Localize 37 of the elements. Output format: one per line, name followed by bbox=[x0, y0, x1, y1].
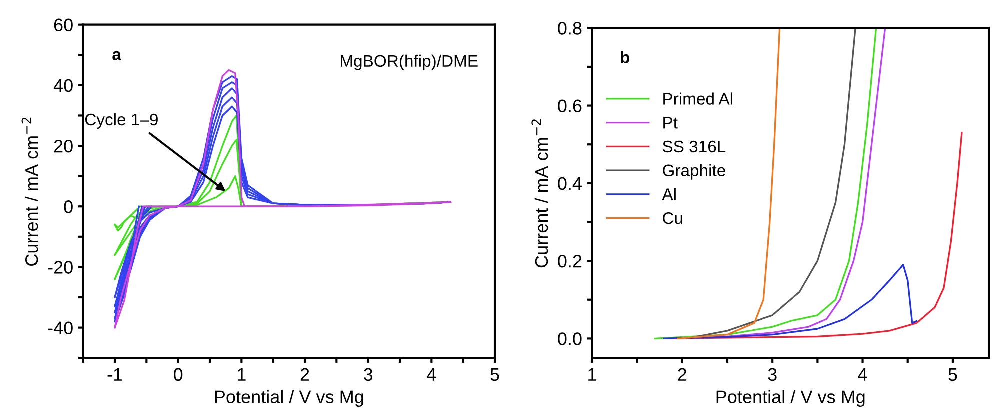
y-tick-label: 0 bbox=[64, 200, 73, 214]
x-tick-label: 3 bbox=[364, 368, 373, 382]
y-tick-label: 60 bbox=[54, 18, 73, 32]
legend-label: Graphite bbox=[663, 164, 726, 180]
x-axis-title: Potential / V vs Mg bbox=[716, 390, 865, 408]
y-tick-label: 0.4 bbox=[558, 177, 582, 190]
legend-label: Cu bbox=[663, 212, 682, 224]
text: a bbox=[112, 51, 122, 60]
x-tick-label: 3 bbox=[768, 368, 777, 382]
x-tick-label: -1 bbox=[108, 368, 122, 381]
text: b bbox=[621, 51, 630, 64]
x-tick-label: 5 bbox=[490, 368, 500, 382]
x-axis-title: Potential / V vs Mg bbox=[215, 390, 364, 408]
y-tick-label: 0.8 bbox=[558, 22, 582, 35]
y-tick-label: 0.6 bbox=[558, 100, 582, 113]
text: MgBOR(hfip)/DME bbox=[341, 54, 478, 70]
x-tick-label: 4 bbox=[858, 368, 868, 381]
legend-label: Al bbox=[662, 188, 676, 200]
x-tick-label: 1 bbox=[238, 368, 246, 381]
y-tick-label: 0.2 bbox=[558, 255, 582, 268]
legend-label: Primed Al bbox=[664, 92, 732, 105]
x-tick-label: 4 bbox=[427, 368, 436, 381]
annotation: Cycle 1–9 bbox=[85, 113, 158, 129]
legend-label: Pt bbox=[664, 117, 678, 129]
y-tick-label: 0.0 bbox=[558, 332, 582, 346]
y-axis-title: Current / mA cm$^{−2}$ bbox=[22, 118, 38, 266]
x-tick-label: 5 bbox=[948, 368, 958, 382]
y-tick-label: -20 bbox=[48, 261, 73, 274]
x-tick-label: 1 bbox=[588, 368, 596, 381]
legend-label: SS 316L bbox=[662, 140, 726, 153]
y-axis-title: Current / mA cm$^{−2}$ bbox=[532, 120, 548, 268]
y-tick-label: 20 bbox=[54, 140, 73, 153]
y-tick-label: 40 bbox=[54, 79, 73, 92]
x-tick-label: 2 bbox=[678, 368, 687, 381]
x-tick-label: 0 bbox=[174, 368, 183, 382]
x-tick-label: 2 bbox=[300, 368, 310, 381]
y-tick-label: -40 bbox=[48, 322, 73, 335]
